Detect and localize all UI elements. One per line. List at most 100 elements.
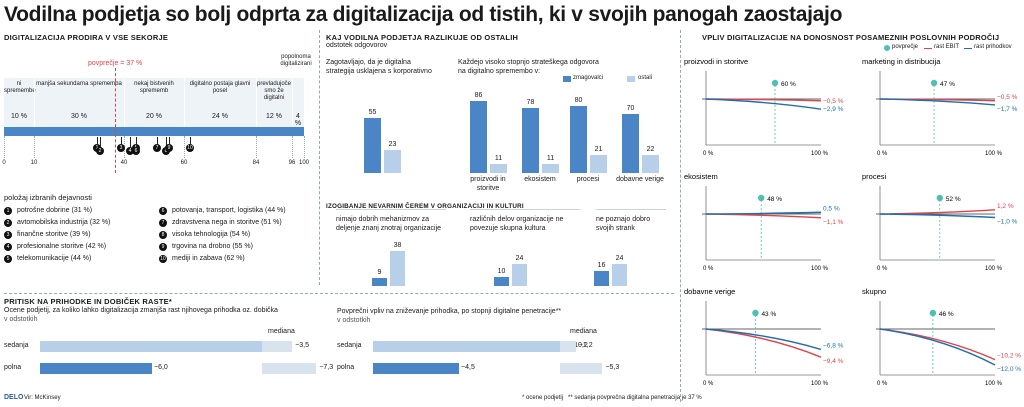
x-label-start: 0 % bbox=[877, 151, 888, 157]
legend-label: profesionalne storitve (42 %) bbox=[17, 243, 107, 250]
category-label: procesi bbox=[576, 176, 600, 183]
bar-lead bbox=[494, 276, 509, 286]
segment-label: manjša sekundarna sprememba bbox=[36, 81, 122, 87]
marker-number: 7 bbox=[153, 144, 161, 152]
top-note: popolnoma digitalizirani bbox=[280, 54, 312, 67]
segment-percent: 4 % bbox=[294, 113, 302, 127]
bar-value-rest: 24 bbox=[515, 254, 524, 262]
x-label-start: 0 % bbox=[703, 151, 714, 157]
revenue-line bbox=[879, 98, 996, 106]
segment-label: digitalno postaja glavni posel bbox=[189, 81, 251, 94]
category-label: ekosistem bbox=[524, 176, 556, 183]
revenue-line bbox=[705, 328, 822, 351]
legend-label: potrošne dobrine (31 %) bbox=[17, 207, 93, 214]
panel-title: marketing in distribucija bbox=[862, 57, 941, 66]
marker-stem bbox=[136, 137, 137, 147]
ebit-value: −0,5 % bbox=[997, 94, 1018, 101]
panel1-heading: DIGITALIZACIJA PRODIRA V VSE SEKORJE bbox=[4, 33, 169, 42]
marker-number: 10 bbox=[186, 144, 194, 152]
bar-value-lead: 78 bbox=[526, 98, 535, 106]
legend-revenue-label: rast prihodkov bbox=[974, 44, 1012, 50]
axis-tick bbox=[304, 136, 305, 158]
panel2-heading: KAJ VODILNA PODJETJA RAZLIKUJE OD OSTALI… bbox=[326, 33, 519, 42]
legend-label: potovanja, transport, logistika (44 %) bbox=[172, 207, 286, 214]
axis-tick bbox=[184, 136, 185, 158]
bar-value-lead: 55 bbox=[368, 109, 377, 116]
segment-label: prevladujoče smo že digitalni bbox=[256, 81, 292, 101]
bar-value: −4,5 bbox=[461, 364, 475, 371]
bar-value-lead: 16 bbox=[597, 262, 606, 270]
legend-rest-swatch bbox=[627, 76, 635, 82]
axis-tick-label: 40 bbox=[120, 160, 128, 166]
revenue-value: −6,8 % bbox=[823, 342, 844, 349]
segment-divider bbox=[184, 78, 185, 127]
segment-percent: 30 % bbox=[71, 113, 87, 120]
panel2-bars: 55 23 86 11 proizvodi in storitve 78 11 ekosist… bbox=[326, 85, 676, 286]
segment-divider bbox=[124, 78, 125, 127]
marker-number: 9 bbox=[165, 144, 173, 152]
marker-stem bbox=[100, 137, 101, 147]
average-dot bbox=[771, 79, 779, 87]
culture-q1: nimajo dobrih mehanizmov za deljenje zna… bbox=[336, 216, 442, 232]
average-label: 52 % bbox=[946, 196, 961, 203]
legend-lead-swatch bbox=[563, 76, 571, 82]
bar-value-lead: 9 bbox=[377, 268, 382, 276]
axis-tick-label: 10 bbox=[30, 160, 38, 166]
legend-number: 4 bbox=[4, 243, 12, 251]
marker-stem bbox=[130, 137, 131, 147]
segment-divider bbox=[34, 78, 35, 127]
panel-title: dobavne verige bbox=[684, 287, 735, 296]
culture-q2: različnih delov organizacije ne povezuje… bbox=[470, 216, 564, 232]
x-label-start: 0 % bbox=[877, 381, 888, 387]
revenue-bar bbox=[40, 363, 152, 374]
legend-number: 9 bbox=[159, 243, 167, 251]
marker-number: 6 bbox=[132, 147, 140, 155]
x-label-end: 100 % bbox=[985, 266, 1003, 272]
segment-percent: 12 % bbox=[266, 113, 282, 120]
sector-markers: 12345678910 bbox=[4, 75, 304, 165]
median-value: −7,3 bbox=[319, 364, 334, 371]
average-label: 43 % bbox=[761, 311, 776, 318]
revenue-value: −12,0 % bbox=[997, 366, 1021, 373]
sector-legend: 1 potrošne dobrine (31 %) 2 avtomobilska in… bbox=[4, 207, 314, 277]
segment-label: nekaj bistvenih sprememb bbox=[134, 81, 174, 94]
footnote-2: ** sedanja povprečna digitalna penetraci… bbox=[568, 395, 702, 401]
axis-tick-label: 0 bbox=[2, 160, 6, 166]
p3-left-title: Ocene podjetij, za koliko lahko digitali… bbox=[4, 307, 278, 314]
culture-rule bbox=[336, 209, 446, 210]
legend-title: položaj izbranih dejavnosti bbox=[4, 193, 92, 202]
bar-value-rest: 21 bbox=[594, 146, 603, 154]
ebit-value: −1,1 % bbox=[823, 219, 844, 226]
legend-label: trgovina na drobno (55 %) bbox=[172, 243, 253, 250]
panel3-heading: PRITISK NA PRIHODKE IN DOBIČEK RASTE* bbox=[4, 297, 172, 306]
bar-rest bbox=[642, 154, 659, 173]
bar-rest bbox=[512, 263, 527, 286]
bar-value-lead: 86 bbox=[474, 92, 483, 99]
ebit-value: −0,5 % bbox=[823, 98, 844, 105]
culture-rule bbox=[470, 209, 580, 210]
median-bar bbox=[560, 341, 576, 352]
bar-lead bbox=[372, 277, 387, 286]
legend-rest-label: ostali bbox=[638, 75, 653, 81]
average-label: 60 % bbox=[781, 81, 796, 88]
bar-value-rest: 38 bbox=[393, 242, 402, 249]
marker-stem bbox=[190, 137, 191, 144]
panel3-divider bbox=[4, 293, 674, 294]
median-bar bbox=[560, 363, 603, 374]
segment-percent: 10 % bbox=[11, 113, 27, 120]
legend-label: visoka tehnologija (54 %) bbox=[172, 231, 251, 238]
legend-average-label: povprečje bbox=[892, 44, 919, 50]
average-dot bbox=[758, 194, 765, 202]
marker-stem bbox=[121, 137, 122, 144]
axis-tick bbox=[34, 136, 35, 158]
footnote-1: * ocene podjetij bbox=[522, 395, 564, 401]
marker-stem bbox=[97, 137, 98, 144]
row-label: polna bbox=[337, 364, 355, 371]
revenue-value: −1,7 % bbox=[997, 106, 1018, 113]
bar-value-rest: 23 bbox=[388, 141, 397, 148]
row-label: sedanja bbox=[4, 342, 29, 349]
column-divider bbox=[319, 30, 320, 285]
culture-heading: IZOGIBANJE NEVARNIM ČEREM V ORGANIZACIJI… bbox=[326, 203, 524, 210]
legend-average-dot bbox=[884, 45, 890, 51]
